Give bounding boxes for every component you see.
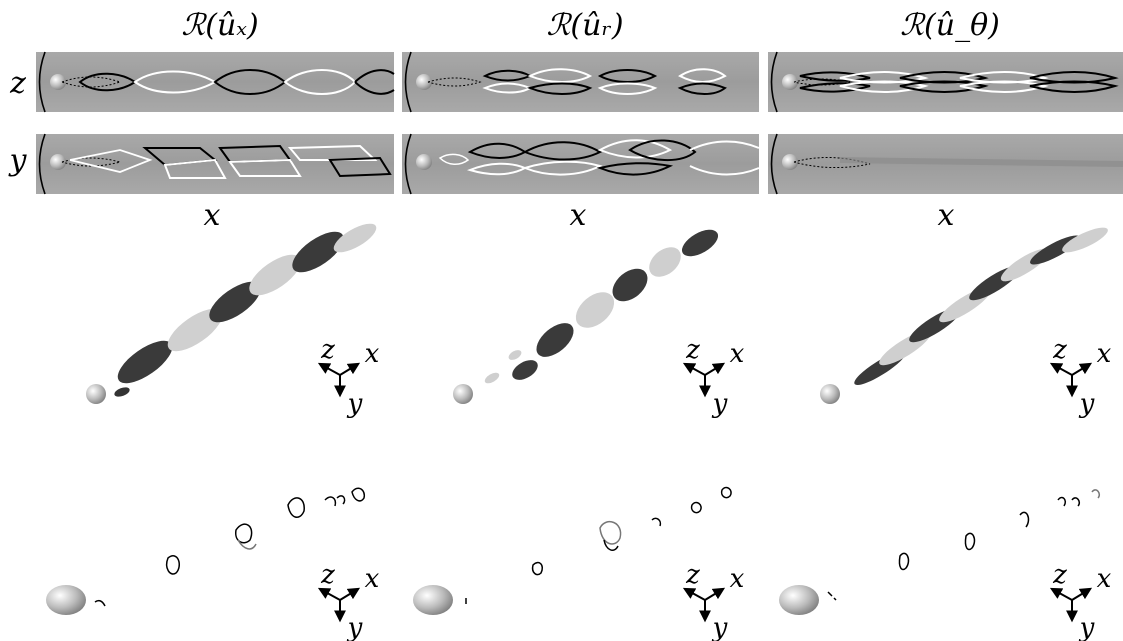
svg-text:z: z <box>685 335 700 365</box>
svg-text:z: z <box>320 560 335 590</box>
col-title-ux: ℛ(ûₓ) <box>181 8 258 43</box>
svg-text:y: y <box>347 389 363 419</box>
axes-triad-ux-iso: z x y <box>317 335 380 419</box>
panel-ux-z <box>36 51 395 113</box>
panel-ur-y <box>402 133 760 195</box>
panel-utheta-z <box>768 51 1123 113</box>
iso-utheta <box>820 227 1108 404</box>
svg-text:z: z <box>685 560 700 590</box>
svg-text:y: y <box>1079 389 1095 419</box>
svg-text:y: y <box>347 613 363 641</box>
svg-text:x: x <box>365 564 380 594</box>
iso-ux <box>86 223 377 404</box>
row-label-z: z <box>9 66 26 101</box>
svg-text:x: x <box>1097 564 1112 594</box>
svg-text:x: x <box>730 564 745 594</box>
axes-triad-utheta-iso: z x y <box>1049 335 1112 419</box>
slices-utheta <box>779 489 1101 615</box>
slices-ux <box>46 487 366 615</box>
svg-text:y: y <box>712 613 728 641</box>
svg-text:x: x <box>1097 339 1112 369</box>
svg-text:z: z <box>320 335 335 365</box>
x-label-ur: x <box>570 198 587 233</box>
svg-text:z: z <box>1052 335 1067 365</box>
row-label-y: y <box>8 143 28 178</box>
axes-triad-ur-iso: z x y <box>682 335 745 419</box>
axes-triad-utheta-slices: z x y <box>1049 560 1112 641</box>
col-title-utheta: ℛ(û_θ) <box>900 8 1000 43</box>
svg-text:y: y <box>712 389 728 419</box>
panel-utheta-y <box>768 133 1123 195</box>
axes-triad-ux-slices: z x y <box>317 560 380 641</box>
x-label-utheta: x <box>938 198 955 233</box>
x-label-ux: x <box>204 198 221 233</box>
svg-text:x: x <box>365 339 380 369</box>
slices-ur <box>413 486 732 615</box>
svg-text:x: x <box>730 339 745 369</box>
panel-ur-z <box>402 51 759 113</box>
svg-text:z: z <box>1052 560 1067 590</box>
svg-text:y: y <box>1079 613 1095 641</box>
iso-ur <box>453 229 719 404</box>
panel-ux-y <box>36 133 394 195</box>
col-title-ur: ℛ(ûᵣ) <box>546 8 623 43</box>
axes-triad-ur-slices: z x y <box>682 560 745 641</box>
